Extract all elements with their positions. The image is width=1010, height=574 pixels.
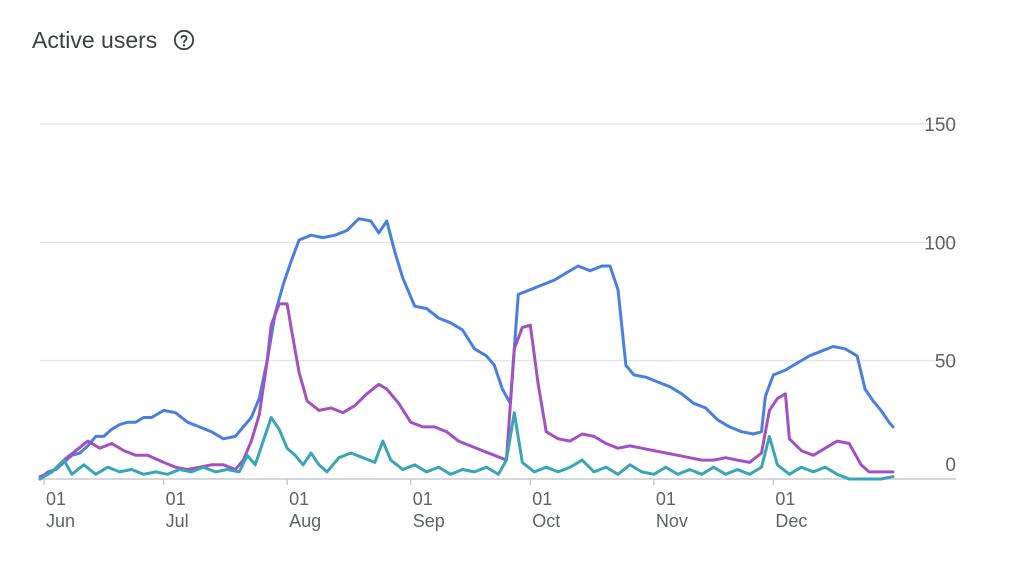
x-tick-day-label: 01 [46,489,66,509]
x-tick-month-label: Dec [775,511,807,531]
x-tick-day-label: 01 [413,489,433,509]
y-tick-label: 50 [935,352,956,373]
y-axis-ticks: 0 50 100 150 [924,115,956,476]
x-tick-month-label: Jul [166,511,189,531]
x-tick-month-label: Oct [532,511,560,531]
y-tick-label: 100 [924,233,956,254]
help-circle-icon[interactable] [173,29,195,51]
series-lines [38,217,895,481]
series-line [38,217,895,481]
x-tick-month-label: Nov [656,511,688,531]
gridlines [40,123,956,480]
x-tick-day-label: 01 [166,489,186,509]
series-line [38,411,895,481]
card-header: Active users [32,24,195,56]
y-tick-label: 0 [945,455,956,476]
y-tick-label: 150 [924,115,956,136]
x-tick-month-label: Jun [46,511,75,531]
x-tick-day-label: 01 [656,489,676,509]
x-tick-day-label: 01 [775,489,795,509]
x-tick-month-label: Sep [413,511,445,531]
x-tick-month-label: Aug [289,511,321,531]
x-tick-day-label: 01 [532,489,552,509]
card-title: Active users [32,26,158,53]
x-tick-day-label: 01 [289,489,309,509]
